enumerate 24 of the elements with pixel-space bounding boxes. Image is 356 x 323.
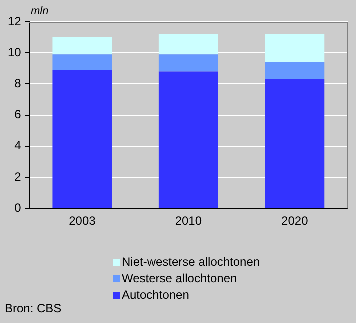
bar [52, 70, 112, 208]
y-tick-label: 6 [14, 108, 22, 122]
bar [158, 34, 218, 55]
bar [52, 54, 112, 70]
bar [265, 34, 325, 62]
y-tick-label: 4 [14, 138, 22, 153]
bar [158, 54, 218, 72]
legend-label: Autochtonen [122, 288, 190, 302]
bar [158, 72, 218, 208]
y-tick-label: 10 [8, 45, 22, 60]
bar [265, 62, 325, 80]
y-tick-label: 0 [14, 200, 22, 215]
y-axis-title: mln [31, 6, 49, 18]
text: Bron: CBS [5, 301, 62, 316]
x-tick-label: 2020 [282, 214, 309, 228]
legend-label: Westerse allochtonen [122, 271, 238, 286]
y-tick-label: 2 [14, 170, 22, 184]
bar [52, 38, 112, 55]
y-tick-label: 8 [14, 76, 22, 91]
x-tick-label: 2003 [69, 214, 96, 228]
y-tick-label: 12 [8, 14, 22, 28]
bar [265, 80, 325, 208]
legend-label: Niet-westerse allochtonen [122, 254, 260, 269]
x-tick-label: 2010 [175, 214, 202, 228]
